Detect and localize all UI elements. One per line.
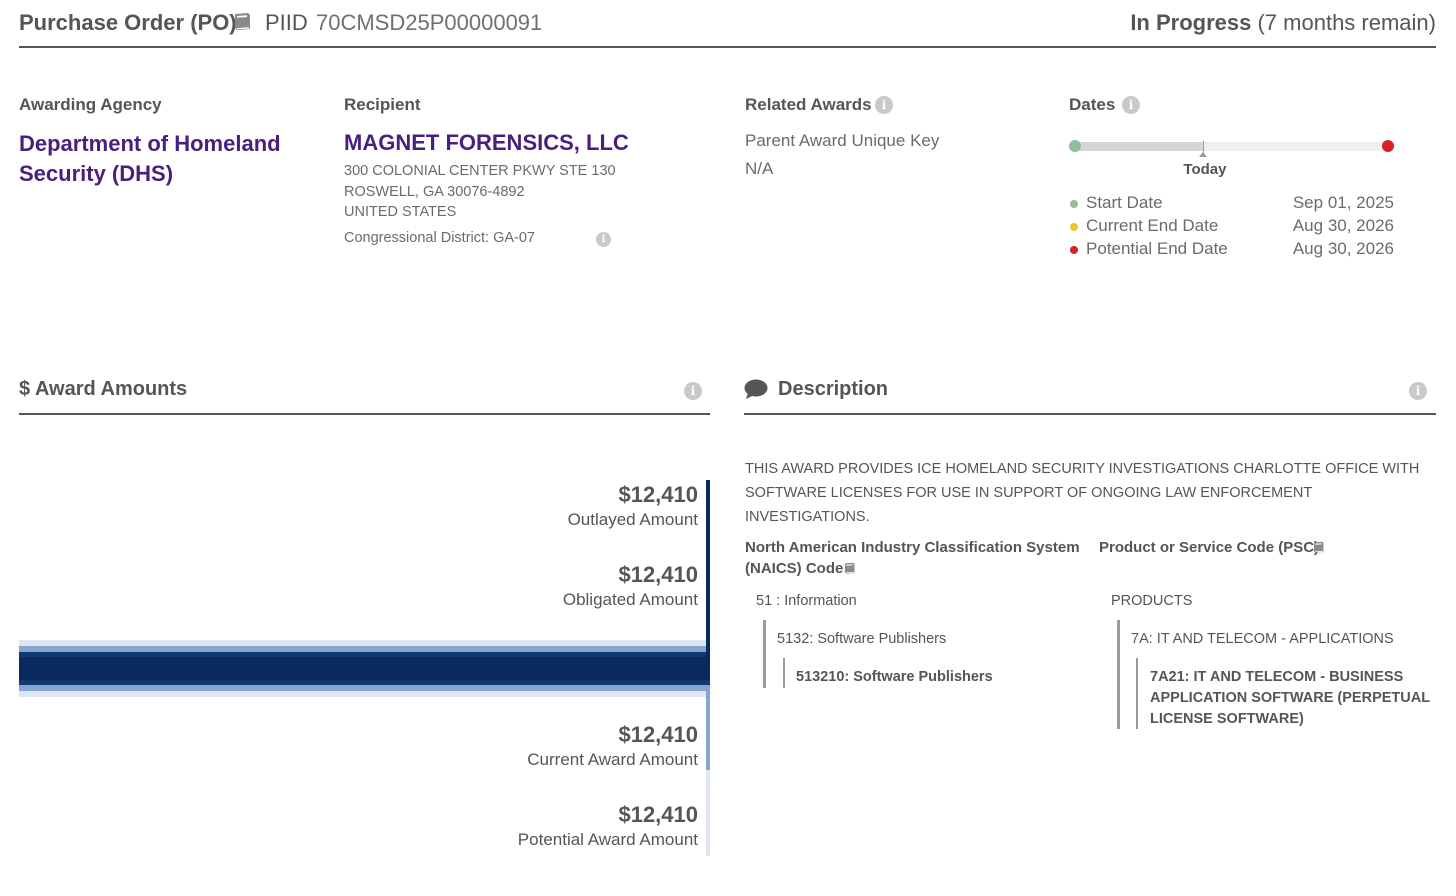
today-marker [1203, 141, 1205, 153]
current-award-line [706, 690, 710, 770]
potential-end-marker [1382, 140, 1394, 152]
comment-icon [744, 379, 768, 405]
psc-level1: PRODUCTS [1111, 593, 1193, 609]
piid-label: PIID [265, 10, 308, 35]
naics-tree-line-1 [763, 620, 766, 688]
dates-info-icon[interactable]: i [1122, 96, 1140, 114]
psc-level3: 7A21: IT AND TELECOM - BUSINESS APPLICAT… [1150, 669, 1430, 727]
outlayed-amount-bar[interactable] [19, 657, 710, 680]
award-amounts-title: $ Award Amounts [19, 378, 188, 400]
status-detail: (7 months remain) [1257, 10, 1436, 35]
recipient-label: Recipient [344, 95, 421, 114]
award-status: In Progress (7 months remain) [1130, 10, 1436, 36]
potential-end-date-dot [1070, 246, 1078, 254]
outlayed-amount-line [706, 480, 710, 660]
psc-tree-line-2 [1136, 658, 1138, 729]
naics-glossary-book-icon[interactable] [843, 562, 857, 580]
obligated-amount-label: Obligated Amount [562, 590, 698, 609]
start-date-marker [1069, 140, 1081, 152]
outlayed-amount-label: Outlayed Amount [567, 510, 698, 529]
today-pointer-icon [1199, 152, 1208, 157]
dates-label: Dates [1069, 95, 1116, 114]
status-text: In Progress [1130, 10, 1252, 35]
naics-level2: 5132: Software Publishers [777, 631, 947, 647]
current-end-date-value: Aug 30, 2026 [1292, 216, 1394, 235]
outlayed-amount-value: $12,410 [618, 482, 698, 507]
today-label: Today [1183, 161, 1227, 178]
start-date-label: Start Date [1086, 193, 1163, 212]
awarding-agency-label: Awarding Agency [19, 95, 162, 114]
naics-level3: 513210: Software Publishers [796, 669, 993, 685]
related-awards-info-icon[interactable]: i [875, 96, 893, 114]
congressional-district: Congressional District: GA-07 [344, 230, 535, 246]
naics-level1: 51 : Information [756, 593, 857, 609]
description-divider [744, 413, 1436, 415]
potential-end-date-label: Potential End Date [1086, 239, 1228, 258]
district-info-icon[interactable]: i [596, 232, 611, 247]
agency-link[interactable]: Department of Homeland Security (DHS) [19, 131, 281, 186]
obligated-amount-value: $12,410 [618, 562, 698, 587]
recipient-link[interactable]: MAGNET FORENSICS, LLC [344, 130, 629, 155]
award-type-title: Purchase Order (PO) [19, 10, 237, 35]
award-amounts-divider [19, 413, 710, 415]
psc-heading: Product or Service Code (PSC) [1099, 539, 1320, 556]
current-award-amount-value: $12,410 [618, 722, 698, 747]
description-info-icon[interactable]: i [1409, 382, 1427, 400]
book-icon[interactable] [232, 12, 254, 37]
description-text: THIS AWARD PROVIDES ICE HOMELAND SECURIT… [745, 461, 1420, 525]
date-timeline-track [1069, 142, 1389, 151]
recipient-address-line2: ROSWELL, GA 30076-4892 [344, 184, 525, 200]
current-end-date-dot [1070, 223, 1078, 231]
parent-award-key-label: Parent Award Unique Key [745, 131, 940, 150]
award-amounts-info-icon[interactable]: i [684, 382, 702, 400]
psc-level2: 7A: IT AND TELECOM - APPLICATIONS [1131, 631, 1394, 647]
start-date-value: Sep 01, 2025 [1292, 193, 1394, 212]
potential-award-amount-label: Potential Award Amount [517, 830, 698, 849]
potential-award-amount-value: $12,410 [618, 802, 698, 827]
naics-tree-line-2 [783, 658, 785, 688]
naics-heading-line2: (NAICS) Code [745, 560, 844, 577]
award-header: Purchase Order (PO) PIID 70CMSD25P000000… [19, 0, 1436, 48]
current-end-date-label: Current End Date [1086, 216, 1219, 235]
naics-heading-line1: North American Industry Classification S… [745, 539, 1080, 556]
potential-award-line [706, 690, 710, 856]
recipient-country: UNITED STATES [344, 204, 457, 220]
parent-award-key-value: N/A [745, 159, 774, 178]
related-awards-label: Related Awards [745, 95, 872, 114]
piid-value: 70CMSD25P00000091 [316, 10, 543, 35]
date-timeline-elapsed [1069, 142, 1204, 151]
recipient-address-line1: 300 COLONIAL CENTER PKWY STE 130 [344, 163, 616, 179]
start-date-dot [1070, 200, 1078, 208]
current-award-amount-label: Current Award Amount [527, 750, 698, 769]
description-title: Description [778, 378, 889, 400]
potential-end-date-value: Aug 30, 2026 [1292, 239, 1394, 258]
psc-glossary-book-icon[interactable] [1312, 541, 1326, 559]
psc-tree-line-1 [1117, 620, 1120, 729]
